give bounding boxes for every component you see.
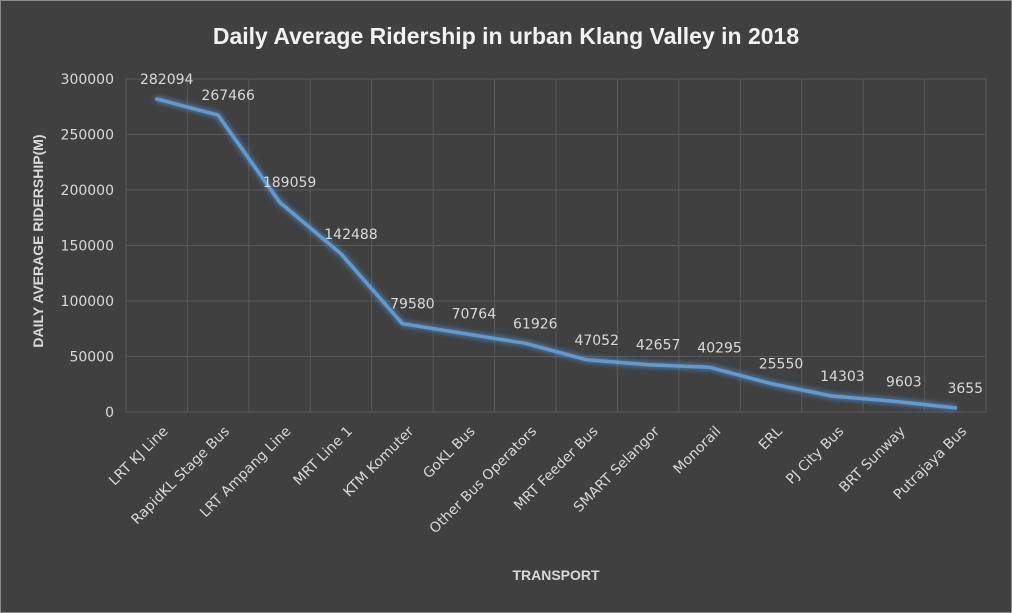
y-tick-label: 200000 — [61, 183, 114, 199]
y-tick-label: 0 — [105, 405, 114, 421]
x-axis-title: TRANSPORT — [512, 567, 600, 583]
y-tick-label: 150000 — [61, 239, 114, 255]
x-tick-label: Monorail — [671, 424, 725, 478]
chart-title: Daily Average Ridership in urban Klang V… — [213, 23, 799, 49]
data-label: 14303 — [820, 369, 865, 385]
data-label: 142488 — [324, 227, 377, 243]
x-tick-label: ERL — [756, 423, 786, 453]
y-tick-label: 50000 — [69, 350, 114, 366]
gridlines — [125, 78, 987, 413]
data-label: 25550 — [759, 357, 804, 373]
data-label: 3655 — [947, 381, 983, 397]
data-label: 70764 — [452, 306, 497, 322]
y-axis-ticks: 0 50000 100000 150000 200000 250000 300000 — [61, 72, 114, 421]
y-tick-label: 100000 — [61, 294, 114, 310]
x-tick-label: LRT KJ Line — [106, 424, 171, 489]
series-line — [154, 97, 958, 410]
data-label: 47052 — [574, 333, 619, 349]
data-label: 61926 — [513, 316, 558, 332]
data-label: 282094 — [140, 72, 194, 88]
data-label: 189059 — [263, 175, 316, 191]
y-tick-label: 250000 — [61, 128, 114, 144]
y-axis-title: DAILY AVERAGE RIDERSHIP(M) — [30, 134, 46, 347]
x-tick-label: PJ City Bus — [783, 424, 847, 488]
x-tick-label: GoKL Bus — [420, 424, 478, 482]
data-label: 9603 — [886, 374, 922, 390]
x-tick-label: Other Bus Operators — [427, 424, 540, 537]
data-label: 40295 — [697, 340, 742, 356]
series-line-group — [154, 97, 958, 410]
data-labels: 282094 267466 189059 142488 79580 70764 61926 4… — [140, 72, 983, 397]
data-label: 42657 — [636, 338, 681, 354]
data-label: 267466 — [201, 88, 255, 104]
y-tick-label: 300000 — [61, 72, 114, 88]
data-label: 79580 — [390, 297, 435, 313]
x-tick-label: MRT Line 1 — [291, 424, 356, 489]
